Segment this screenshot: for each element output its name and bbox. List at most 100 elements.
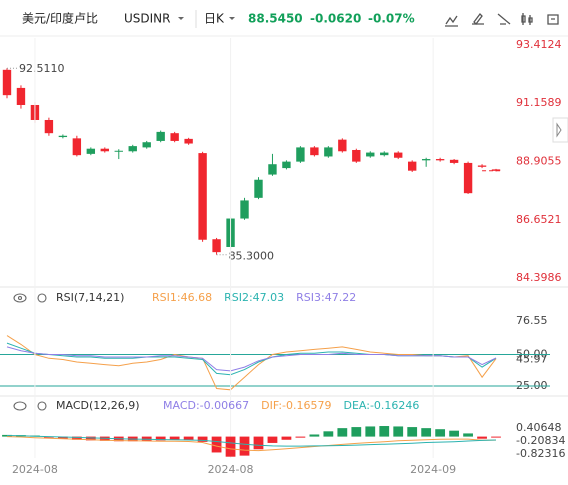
legend-entry: RSI2:47.03 xyxy=(224,291,284,304)
candle-body xyxy=(338,139,347,152)
y-tick-label: 88.9055 xyxy=(516,154,562,167)
dropdown-arrow[interactable] xyxy=(229,17,235,20)
legend-entry: DIF:-0.16579 xyxy=(261,399,331,412)
candle-body xyxy=(380,152,389,156)
candle-body xyxy=(156,131,165,141)
candle-body xyxy=(86,148,96,154)
legend-entry: RSI1:46.68 xyxy=(152,291,212,304)
histogram-bar xyxy=(379,426,390,437)
visibility-icon[interactable] xyxy=(13,401,27,411)
indicator-icon[interactable] xyxy=(445,15,458,27)
collapse-button[interactable] xyxy=(556,122,562,138)
annotation-label: 92.5110 xyxy=(19,62,64,75)
y-tick-label: -0.20834 xyxy=(516,434,565,447)
candle-body xyxy=(212,239,221,253)
y-tick-label: 0.40648 xyxy=(516,421,562,434)
histogram-bar xyxy=(211,436,222,453)
candle-body xyxy=(170,133,179,141)
candle-body xyxy=(142,142,151,148)
candle-body xyxy=(282,161,291,169)
histogram-bar xyxy=(155,436,166,441)
y-tick-label: 91.1589 xyxy=(516,96,562,109)
settings-icon[interactable] xyxy=(37,401,47,411)
histogram-bar xyxy=(435,429,446,437)
dropdown-arrow[interactable] xyxy=(178,17,184,20)
panel-title: RSI(7,14,21) xyxy=(56,291,124,304)
candle-body xyxy=(477,165,487,167)
histogram-bar xyxy=(253,436,264,450)
y-tick-label: 76.55 xyxy=(516,314,548,327)
candle-body xyxy=(16,87,26,105)
indicator-line xyxy=(6,346,497,372)
candle-icon[interactable] xyxy=(521,13,533,25)
visibility-icon[interactable] xyxy=(13,293,27,303)
histogram-bar xyxy=(85,436,96,441)
price-change-pct: -0.07% xyxy=(368,12,415,26)
candle-body xyxy=(254,179,263,198)
y-tick-label: 45.97 xyxy=(516,353,548,366)
y-tick-label: 93.4124 xyxy=(516,38,562,51)
y-tick-label: 86.6521 xyxy=(516,213,562,226)
candle-body xyxy=(58,135,68,138)
histogram-bar xyxy=(393,426,404,437)
legend-entry: DEA:-0.16246 xyxy=(344,399,420,412)
candle-body xyxy=(463,162,473,194)
y-tick-label: 84.3986 xyxy=(516,271,562,284)
candle-body xyxy=(310,147,319,156)
candle-body xyxy=(421,159,431,161)
interval[interactable]: 日K xyxy=(204,12,225,26)
histogram-bar xyxy=(477,436,487,439)
histogram-bar xyxy=(463,433,473,437)
x-tick-label: 2024-08 xyxy=(208,463,254,476)
histogram-bar xyxy=(323,431,334,437)
histogram-bar xyxy=(295,436,306,438)
candle-body xyxy=(449,159,459,163)
candle-body xyxy=(240,200,249,219)
candle-body xyxy=(435,159,445,161)
histogram-bar xyxy=(267,436,278,443)
candle-body xyxy=(44,119,54,134)
legend-entry: MACD:-0.00667 xyxy=(163,399,249,412)
candle-body xyxy=(72,138,82,156)
candle-body xyxy=(184,138,193,144)
annotation-label: 85.3000 xyxy=(229,250,275,263)
candle-body xyxy=(128,146,137,152)
symbol-code[interactable]: USDINR xyxy=(124,12,171,26)
candle-body xyxy=(394,152,403,158)
histogram-bar xyxy=(239,436,250,456)
candle-body xyxy=(366,152,375,157)
histogram-bar xyxy=(141,436,152,441)
histogram-bar xyxy=(491,436,501,438)
indicator-line xyxy=(6,435,497,447)
candle-body xyxy=(114,150,123,152)
candle-body xyxy=(324,147,333,157)
x-tick-label: 2024-08 xyxy=(12,463,58,476)
candle-body xyxy=(352,149,361,162)
histogram-bar xyxy=(197,436,208,442)
histogram-bar xyxy=(44,436,54,438)
histogram-bar xyxy=(169,436,180,440)
last-price: 88.5450 xyxy=(248,12,303,26)
histogram-bar xyxy=(309,434,320,437)
side-tab[interactable] xyxy=(552,117,568,143)
settings-icon[interactable] xyxy=(37,293,47,303)
indicator-line xyxy=(6,335,497,391)
histogram-bar xyxy=(337,428,348,437)
candle-body xyxy=(296,147,305,162)
toolbar: 美元/印度卢比 USDINR 日K 88.5450 -0.0620 -0.07% xyxy=(22,10,568,143)
settings-icon[interactable] xyxy=(547,14,559,25)
candle-body xyxy=(268,164,277,175)
symbol-title[interactable]: 美元/印度卢比 xyxy=(22,11,98,26)
panel-title: MACD(12,26,9) xyxy=(56,399,140,412)
draw-icon[interactable] xyxy=(472,13,484,25)
x-tick-label: 2024-09 xyxy=(410,463,456,476)
y-tick-label: -0.82316 xyxy=(516,447,565,460)
histogram-bar xyxy=(183,436,194,440)
histogram-bar xyxy=(225,436,236,457)
candle-body xyxy=(2,69,12,96)
histogram-bar xyxy=(407,427,418,437)
erase-icon[interactable] xyxy=(497,13,511,25)
candle-body xyxy=(100,148,109,152)
